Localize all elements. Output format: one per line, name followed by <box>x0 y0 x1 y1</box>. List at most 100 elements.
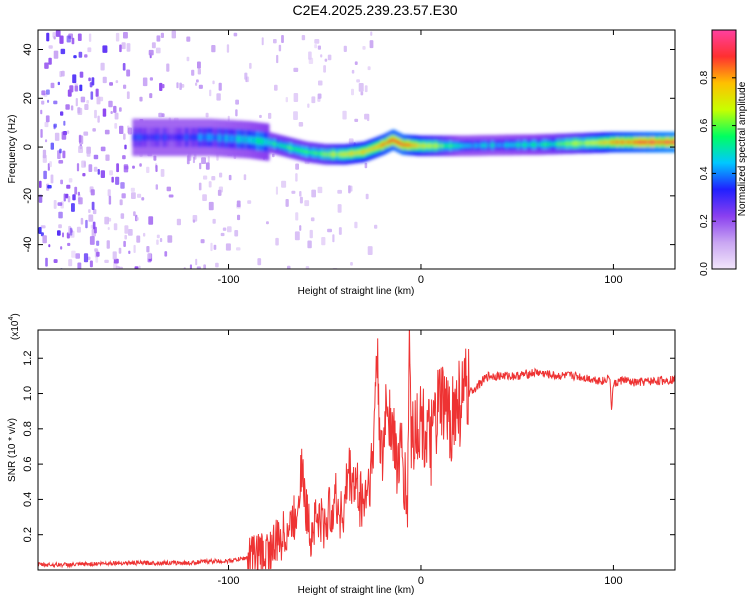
spectrogram-noise-cell <box>67 130 70 134</box>
spectrogram-noise-cell <box>94 248 98 252</box>
spectrogram-ridge-core <box>668 140 671 145</box>
spectrogram-ridge-core <box>463 143 467 148</box>
spectrogram-ridge-core <box>560 142 564 146</box>
spectrogram-noise-cell <box>149 77 153 81</box>
spectrogram-ridge-core <box>182 133 185 141</box>
spectrogram-noise-cell <box>257 258 262 266</box>
spectrogram-ridge-core <box>525 142 529 147</box>
spectrogram-ridge-core <box>426 144 429 148</box>
spectrogram-ridge-core <box>458 144 461 148</box>
spectrogram-ridge-core <box>349 151 352 156</box>
spectrogram-ridge-core <box>299 148 302 153</box>
spectrogram-noise-cell <box>365 193 369 200</box>
spectrogram-noise-cell <box>63 120 66 126</box>
spectrogram-ridge-core <box>430 144 433 148</box>
spectrogram-ridge-core <box>520 142 523 147</box>
spectrogram-ridge-core <box>531 142 534 147</box>
spectrogram-noise-cell <box>96 240 100 246</box>
spectrogram-ridge-core <box>436 144 440 148</box>
spectrogram-noise-cell <box>123 32 128 39</box>
spectrogram-noise-cell <box>42 235 47 244</box>
spectrogram-noise-cell <box>100 146 106 152</box>
spectrogram-ridge-core <box>156 133 159 141</box>
spectrogram-ridge-core <box>143 133 146 141</box>
spectrogram-noise-cell <box>158 112 163 118</box>
spectrogram-ridge-core <box>210 134 213 141</box>
spectrogram-noise-cell <box>108 100 113 108</box>
spectrogram-noise-cell <box>295 212 299 221</box>
spectrogram-ridge-core <box>590 141 593 145</box>
spectrogram-noise-cell <box>155 165 158 172</box>
spectrogram-noise-cell <box>298 122 304 127</box>
spectrogram-noise-cell <box>48 244 51 248</box>
spectrogram-ridge-core <box>559 142 562 146</box>
spectrogram-noise-cell <box>216 93 221 101</box>
spectrogram-noise-cell <box>317 186 323 194</box>
spectrogram-noise-cell <box>67 242 71 246</box>
spectrogram-ridge-core <box>500 143 503 147</box>
colorbar-label: Normalized spectral amplitude <box>737 81 748 216</box>
spectrogram-ridge-core <box>355 151 359 155</box>
spectrogram-noise-cell <box>227 226 232 233</box>
spectrogram-noise-cell <box>50 174 54 184</box>
spectrogram-noise-cell <box>228 174 232 181</box>
spectrogram-ridge-core <box>431 144 434 148</box>
colorbar-ticks: 0.0 0.2 0.4 0.6 0.8 <box>699 70 736 276</box>
spectrogram-noise-cell <box>80 96 86 103</box>
spectrogram-ridge-core <box>506 143 510 147</box>
spectrogram-noise-cell <box>40 225 46 229</box>
spectrogram-noise-cell <box>236 200 241 208</box>
spectrogram-noise-cell <box>44 121 49 128</box>
spectrogram-ridge-core <box>451 144 455 148</box>
spectrogram-noise-cell <box>115 32 120 42</box>
spectrogram-ridge-core <box>419 143 422 148</box>
spectrogram-ridge-core <box>362 150 366 154</box>
spectrogram-ridge-core <box>664 140 667 145</box>
spectrogram-ridge-core <box>364 149 367 154</box>
spectrogram-noise-cell <box>58 160 64 164</box>
spectrogram-ridge-core <box>523 142 526 147</box>
spectrogram-ridge-core <box>633 140 636 145</box>
spectrogram-noise-cell <box>107 189 111 197</box>
spectrogram-ridge-core <box>584 141 588 145</box>
spectrogram-ridge-core <box>240 135 243 143</box>
spectrogram-noise-cell <box>261 37 264 46</box>
spectrogram-ridge-core <box>360 150 363 155</box>
spectrogram-ridge-core <box>308 150 312 155</box>
spectrogram-ridge-core <box>365 149 368 154</box>
spectrogram-ridge-core <box>492 143 495 148</box>
spectrogram-noise-cell <box>209 89 212 97</box>
spectrogram-noise-cell <box>168 194 174 198</box>
spectrogram-ridge-core <box>302 149 305 153</box>
spectrogram-ridge-core <box>481 143 484 148</box>
spectrogram-ridge-core <box>462 143 465 148</box>
spectrogram-ridge-core <box>139 133 142 141</box>
spectrogram-ridge-core <box>304 149 308 154</box>
spectrogram-ridge-core <box>180 133 184 141</box>
spectrogram-ridge-core <box>366 148 370 153</box>
spectrogram-noise-cell <box>78 146 83 153</box>
spectrogram-noise-cell <box>321 237 326 246</box>
spectrogram-noise-cell <box>186 56 190 62</box>
spectrogram-ridge-core <box>555 142 558 146</box>
spectrogram-noise-cell <box>53 36 56 40</box>
spectrogram-noise-cell <box>78 197 83 205</box>
colorbar-tick-label: 0.6 <box>699 118 710 132</box>
spectrogram-ridge-core <box>248 136 251 144</box>
spectrogram-ridge-core <box>230 135 234 142</box>
spectrogram-ridge-core <box>434 144 437 148</box>
x-tick-label: -100 <box>218 274 240 286</box>
spectrogram-ridge-core <box>485 143 488 148</box>
spectrogram-noise-cell <box>72 74 77 84</box>
spectrogram-ridge-core <box>671 140 674 145</box>
spectrogram-ridge-core <box>176 133 180 141</box>
x-tick-label: 0 <box>418 274 424 286</box>
spectrogram-noise-cell <box>218 82 222 91</box>
spectrogram-noise-cell <box>151 42 156 49</box>
spectrogram-noise-cell <box>314 44 318 49</box>
spectrogram-noise-cell <box>295 163 299 170</box>
spectrogram-noise-cell <box>115 265 120 269</box>
spectrogram-noise-cell <box>124 234 127 240</box>
spectrogram-noise-cell <box>195 82 198 86</box>
spectrogram-noise-cell <box>287 265 291 269</box>
